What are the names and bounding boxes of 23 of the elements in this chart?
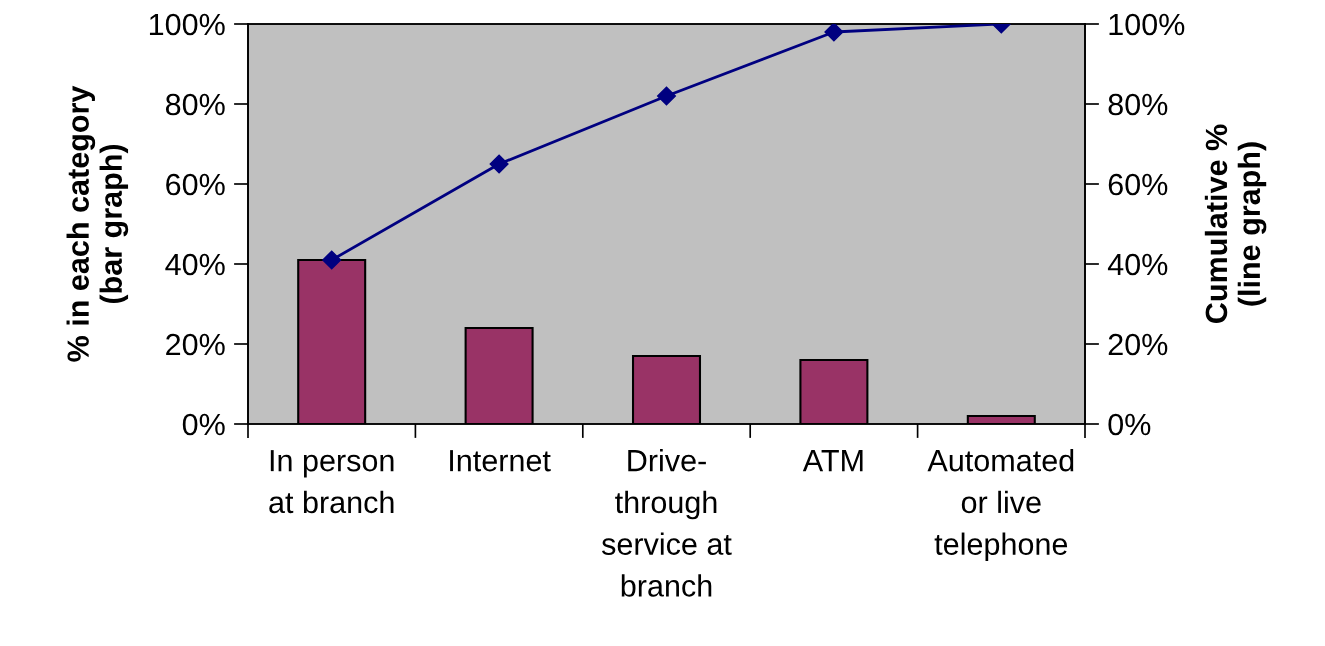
x-tick-label: In person at branch: [269, 450, 394, 514]
x-tick-label: Drive- through service at branch: [601, 449, 732, 597]
y2-tick-label: 60%: [1108, 173, 1168, 196]
point: [824, 24, 844, 42]
x-tick-label: ATM: [802, 450, 863, 472]
y-tick-label: 80%: [165, 93, 225, 116]
y2-tick-label: 100%: [1109, 13, 1185, 36]
x-tick-label: Internet: [450, 450, 551, 472]
y-tick-label: 0%: [182, 413, 225, 436]
y-tick-label: 100%: [149, 13, 225, 36]
y-tick-label: 20%: [166, 333, 225, 356]
point: [322, 250, 342, 270]
point: [489, 154, 509, 174]
y2-axis-title: Cumulative % (line graph): [1204, 124, 1267, 323]
x-tick-label: Automated or live telephone: [927, 449, 1074, 562]
point: [656, 86, 677, 106]
y2-tick-label: 40%: [1107, 253, 1168, 276]
y2-tick-label: 20%: [1108, 333, 1168, 356]
y-axis-title: % in each category (bar graph): [66, 85, 129, 362]
y-tick-label: 40%: [165, 253, 225, 276]
y2-tick-label: 0%: [1108, 413, 1151, 436]
y2-tick-label: 80%: [1108, 93, 1168, 116]
y-tick-label: 60%: [166, 173, 225, 196]
